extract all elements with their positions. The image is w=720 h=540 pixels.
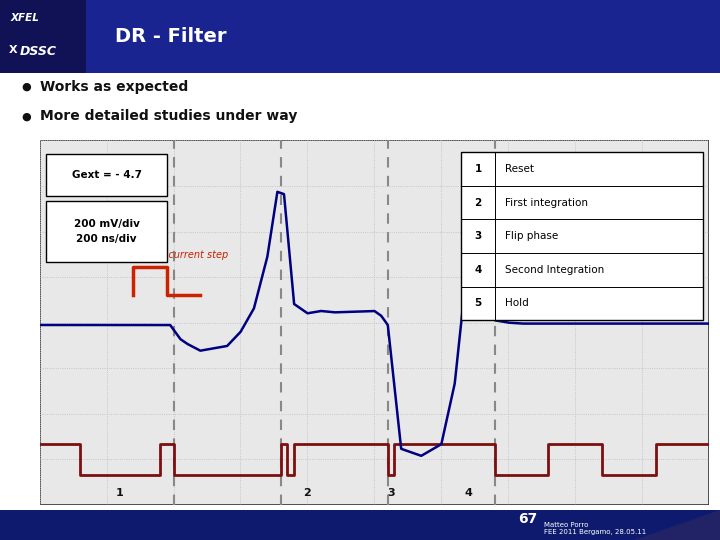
Text: DR - Filter: DR - Filter	[115, 27, 227, 46]
Text: 200 mV/div
200 ns/div: 200 mV/div 200 ns/div	[73, 219, 140, 244]
Text: X: X	[9, 45, 17, 55]
Text: 4: 4	[464, 488, 472, 498]
Text: 1: 1	[116, 488, 124, 498]
Bar	[46, 154, 167, 197]
Text: 4: 4	[474, 265, 482, 275]
Bar	[462, 152, 703, 320]
Text: Hold: Hold	[505, 299, 528, 308]
Text: ●: ●	[22, 82, 32, 92]
Polygon shape	[634, 510, 720, 540]
Bar	[0, 0, 86, 73]
Bar	[46, 201, 167, 262]
Text: Gext = - 4.7: Gext = - 4.7	[71, 171, 142, 180]
Text: 5: 5	[474, 299, 482, 308]
Text: Input current step: Input current step	[140, 249, 228, 260]
Text: Matteo Porro
FEE 2011 Bergamo, 28.05.11: Matteo Porro FEE 2011 Bergamo, 28.05.11	[544, 522, 646, 535]
Text: First integration: First integration	[505, 198, 588, 207]
Text: DSSC: DSSC	[20, 45, 57, 58]
Text: ●: ●	[22, 111, 32, 122]
Text: 1: 1	[474, 164, 482, 174]
Text: Flip phase: Flip phase	[505, 231, 558, 241]
Text: Works as expected: Works as expected	[40, 79, 188, 93]
Text: 2: 2	[474, 198, 482, 207]
Text: 2: 2	[304, 488, 311, 498]
Text: XFEL: XFEL	[11, 13, 40, 23]
Text: More detailed studies under way: More detailed studies under way	[40, 110, 297, 123]
Text: 67: 67	[518, 512, 538, 526]
Bar	[86, 0, 720, 73]
Text: Second Integration: Second Integration	[505, 265, 604, 275]
Text: 3: 3	[387, 488, 395, 498]
Text: Reset: Reset	[505, 164, 534, 174]
Text: 3: 3	[474, 231, 482, 241]
